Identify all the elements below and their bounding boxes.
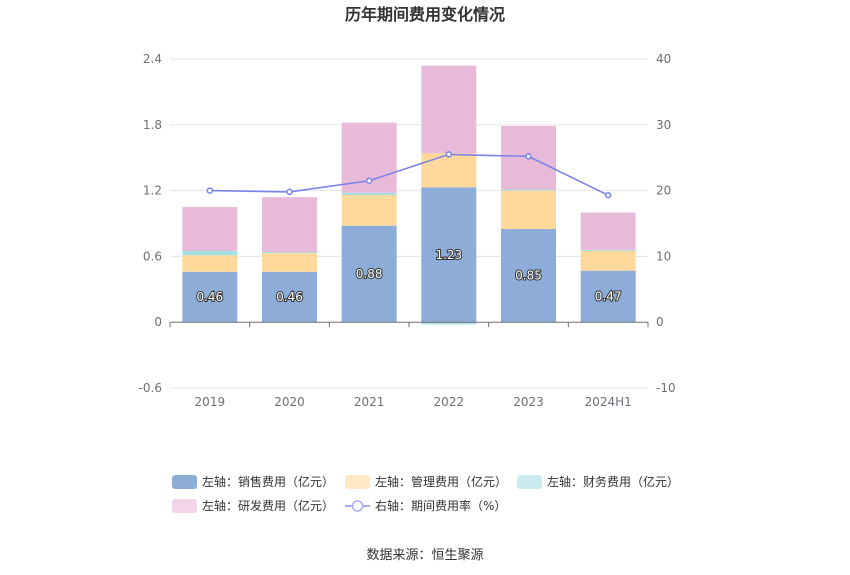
legend-label: 左轴：研发费用（亿元）: [202, 498, 334, 513]
y-right-tick-label: 0: [656, 315, 664, 329]
rate-point: [286, 188, 293, 196]
bar-segment: [501, 228, 556, 323]
bar-segment: [182, 207, 238, 251]
bar-labels-layer: 0.46 0.46 0.88 1.23 0.85 0.47: [195, 247, 622, 305]
bar-segment: [262, 271, 317, 323]
bar-segment: [501, 189, 556, 191]
legend-item: 左轴：销售费用（亿元）: [172, 474, 334, 489]
x-tick-label: 2024H1: [585, 395, 632, 409]
bar-segment: [262, 197, 317, 253]
legend-swatch: [345, 475, 370, 489]
legend-item: 左轴：财务费用（亿元）: [517, 474, 679, 489]
bar-value-label: 0.85: [515, 269, 542, 283]
bar-segment: [262, 252, 317, 254]
bar-segment: [421, 322, 477, 325]
rate-line-layer: [206, 151, 612, 199]
rate-point: [445, 151, 453, 158]
bar-segment: [580, 212, 636, 250]
y-right-tick-label: -10: [656, 381, 676, 395]
y-left-tick-label: -0.6: [139, 381, 162, 395]
y-right-tick-label: 10: [656, 249, 671, 263]
y-left-tick-label: 1.2: [143, 184, 162, 198]
rate-line: [209, 153, 609, 196]
legend-swatch: [517, 475, 542, 489]
y-right-tick-label: 20: [656, 184, 671, 198]
bar-segment: [182, 271, 238, 323]
legend-item: 左轴：研发费用（亿元）: [172, 498, 334, 513]
legend-label: 左轴：管理费用（亿元）: [375, 474, 507, 489]
bar-segment: [182, 250, 238, 256]
rate-point: [365, 177, 373, 184]
x-tick-label: 2022: [434, 395, 465, 409]
bar-segment: [421, 65, 477, 154]
bar-value-label: 0.46: [196, 290, 223, 304]
y-left-tick-label: 2.4: [143, 52, 162, 66]
bar-value-label: 1.23: [435, 248, 462, 262]
legend-label: 左轴：财务费用（亿元）: [547, 474, 679, 489]
y-right-tick-label: 30: [656, 118, 671, 132]
bar-segment: [421, 187, 477, 323]
bar-value-label: 0.88: [356, 267, 383, 281]
bar-segment: [421, 153, 477, 188]
bar-segment: [341, 192, 397, 195]
data-source: 数据来源：恒生聚源: [366, 548, 483, 563]
legend-swatch: [172, 475, 197, 489]
bar-segment: [580, 249, 636, 251]
bar-segment: [182, 255, 238, 272]
rate-point: [206, 187, 214, 194]
legend-marker: [351, 500, 364, 512]
y-left-tick-label: 0: [154, 315, 162, 329]
x-tick-label: 2021: [354, 395, 385, 409]
bar-value-label: 0.46: [276, 290, 303, 304]
bar-segment: [341, 225, 397, 323]
bar-value-label: 0.47: [595, 289, 622, 303]
legend: 左轴：销售费用（亿元） 左轴：管理费用（亿元） 左轴：财务费用（亿元） 左轴：研发费用…: [172, 474, 679, 513]
rate-point: [604, 191, 612, 199]
bar-segment: [262, 253, 317, 272]
legend-swatch: [172, 499, 197, 513]
legend-label: 左轴：销售费用（亿元）: [202, 474, 334, 489]
x-tick-label: 2023: [513, 395, 544, 409]
chart-title: 历年期间费用变化情况: [345, 5, 505, 24]
bar-segment: [580, 250, 636, 271]
bar-segment: [501, 190, 556, 229]
bars-layer: [182, 65, 636, 325]
legend-item: 右轴：期间费用率（%）: [345, 498, 506, 513]
grid-lines: [170, 58, 648, 389]
y-left-tick-label: 1.8: [143, 118, 162, 132]
x-tick-label: 2019: [195, 395, 226, 409]
x-tick-label: 2020: [274, 395, 305, 409]
legend-label: 右轴：期间费用率（%）: [375, 498, 506, 513]
y-right-tick-label: 40: [656, 52, 671, 66]
bar-segment: [341, 194, 397, 226]
y-left-tick-label: 0.6: [143, 249, 162, 263]
axes-layer: -0.6 0 0.6 1.2 1.8 2.4 -10 0 10 20 30 40 2019 2020 202…: [139, 52, 676, 409]
bar-segment: [580, 270, 636, 323]
rate-point: [525, 153, 532, 160]
legend-item: 左轴：管理费用（亿元）: [345, 474, 507, 489]
